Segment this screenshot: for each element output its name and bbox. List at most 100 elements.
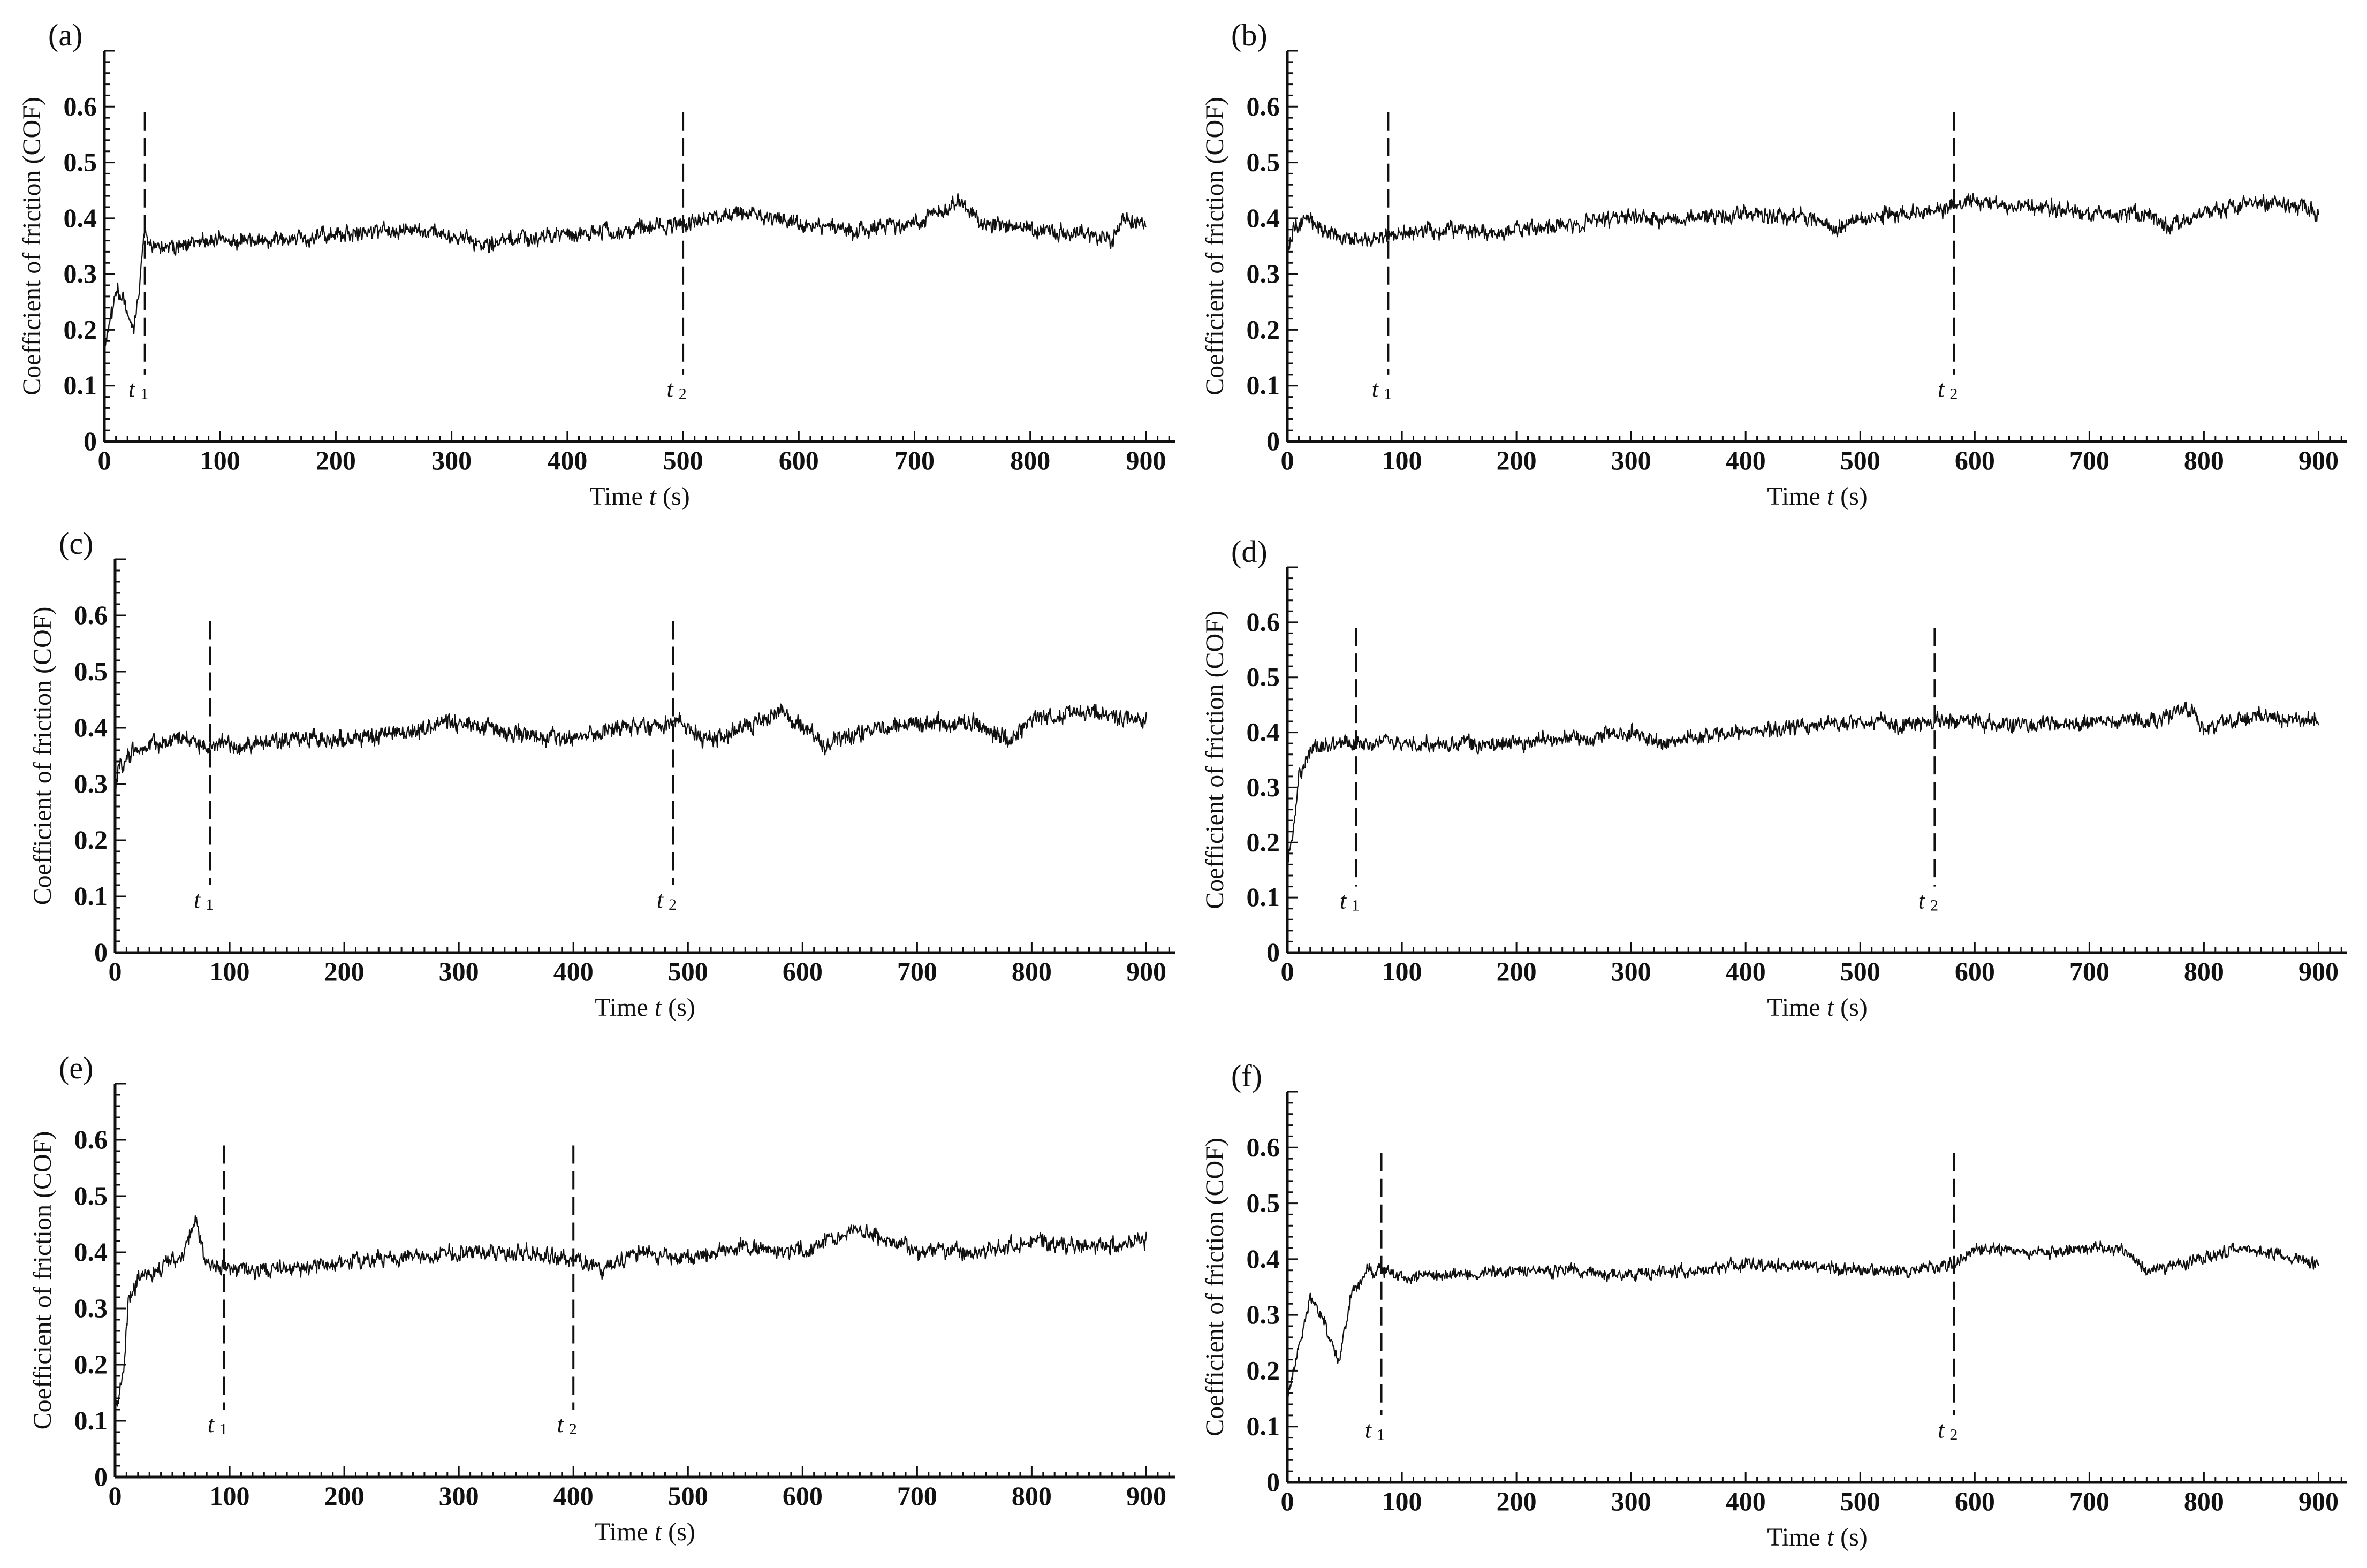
x-axis-title-unit: (s) xyxy=(1834,993,1868,1022)
chart-panel-c: (c) 0 100 200 300 400 500 600 700 800 900 0 0.1 0.2 0.… xyxy=(28,526,1175,1022)
x-tick-label: 900 xyxy=(1126,956,1166,986)
y-axis-title: Coefficient of friction (COF) xyxy=(28,1131,57,1430)
panel-label: (a) xyxy=(48,18,82,52)
marker-label-name: t xyxy=(1372,376,1379,402)
x-tick-label: 100 xyxy=(1382,956,1422,986)
y-tick-label: 0.2 xyxy=(1247,1355,1280,1385)
x-axis-title-prefix: Time xyxy=(595,1518,655,1546)
chart-panel-b: (b) 0 100 200 300 400 500 600 700 800 900 0 0.1 0.2 0.… xyxy=(1201,18,2347,511)
marker-label-name: t xyxy=(1938,1417,1945,1443)
x-axis-title-prefix: Time xyxy=(1767,993,1827,1022)
x-tick-label: 100 xyxy=(200,445,240,475)
x-tick-label: 400 xyxy=(553,956,594,986)
x-axis-ticks xyxy=(114,1466,1170,1477)
y-tick-label: 0.5 xyxy=(1247,1188,1280,1218)
marker-label-name: t xyxy=(557,1411,565,1437)
y-axis-ticks xyxy=(1287,566,1298,954)
y-axis-ticks xyxy=(104,50,115,443)
marker-label-sub: 1 xyxy=(206,896,214,914)
x-axis-title: Time t (s) xyxy=(1767,993,1868,1022)
y-tick-label: 0.1 xyxy=(1247,882,1280,912)
x-tick-label: 500 xyxy=(663,445,703,475)
x-axis-title-prefix: Time xyxy=(589,482,649,511)
x-axis-title-prefix: Time xyxy=(1767,482,1827,511)
x-tick-label: 800 xyxy=(1012,956,1052,986)
x-axis-ticks xyxy=(114,942,1170,953)
y-tick-label: 0.4 xyxy=(64,203,97,233)
y-tick-label: 0.6 xyxy=(74,600,108,630)
marker-label-name: t xyxy=(194,887,201,913)
x-tick-label: 100 xyxy=(1382,445,1422,475)
y-axis-title: Coefficient of friction (COF) xyxy=(1201,611,1229,909)
x-axis-ticks xyxy=(1286,431,2342,442)
y-tick-label: 0.6 xyxy=(1247,1132,1280,1162)
x-axis-title-prefix: Time xyxy=(1767,1523,1827,1551)
y-tick-label: 0.1 xyxy=(64,370,97,400)
x-axis-ticks xyxy=(1286,1472,2342,1482)
y-tick-label: 0.2 xyxy=(64,314,97,344)
x-axis-title-unit: (s) xyxy=(1834,482,1868,511)
y-tick-label: 0.5 xyxy=(74,656,108,686)
x-tick-label: 700 xyxy=(2069,1486,2110,1516)
marker-label-name: t xyxy=(208,1411,215,1437)
y-tick-label: 0.2 xyxy=(74,825,108,855)
y-tick-label: 0.1 xyxy=(74,881,108,911)
y-tick-label: 0.6 xyxy=(1247,91,1280,121)
x-tick-label: 600 xyxy=(1955,956,1995,986)
y-tick-label: 0.3 xyxy=(74,1293,108,1323)
x-tick-label: 800 xyxy=(1010,445,1050,475)
x-tick-label: 300 xyxy=(1611,956,1651,986)
x-tick-label: 800 xyxy=(2184,445,2224,475)
x-axis-title-unit: (s) xyxy=(656,482,690,511)
x-tick-label: 500 xyxy=(668,956,708,986)
y-tick-label: 0.4 xyxy=(74,1237,108,1267)
x-tick-label: 600 xyxy=(783,956,823,986)
y-tick-label: 0.5 xyxy=(74,1181,108,1211)
x-tick-label: 400 xyxy=(1726,956,1766,986)
x-tick-label: 800 xyxy=(1012,1481,1052,1511)
x-tick-label: 600 xyxy=(783,1481,823,1511)
marker-label-sub: 2 xyxy=(1949,1426,1958,1444)
y-axis-title: Coefficient of friction (COF) xyxy=(1201,1138,1229,1436)
y-tick-label: 0.1 xyxy=(1247,1411,1280,1441)
x-tick-label: 100 xyxy=(1382,1486,1422,1516)
chart-panel-d: (d) 0 100 200 300 400 500 600 700 800 900 0 0.1 0.2 0.… xyxy=(1201,534,2347,1022)
y-tick-label: 0.4 xyxy=(1247,717,1280,747)
x-axis-title-var: t xyxy=(655,993,663,1022)
x-tick-label: 400 xyxy=(1726,1486,1766,1516)
panel-label: (d) xyxy=(1231,534,1268,569)
x-axis-title-var: t xyxy=(1827,482,1835,511)
marker-label-name: t xyxy=(666,376,674,402)
x-tick-label: 300 xyxy=(439,956,479,986)
marker-label-sub: 2 xyxy=(679,385,687,403)
y-tick-label: 0 xyxy=(1266,1467,1280,1497)
x-tick-label: 900 xyxy=(1126,1481,1166,1511)
x-tick-label: 400 xyxy=(553,1481,594,1511)
x-axis-title-var: t xyxy=(655,1518,663,1546)
y-tick-label: 0.3 xyxy=(1247,1299,1280,1329)
x-tick-label: 0 xyxy=(1281,1486,1294,1516)
x-axis-title: Time t (s) xyxy=(595,993,695,1022)
marker-label-sub: 1 xyxy=(1384,385,1392,403)
x-tick-label: 600 xyxy=(1955,1486,1995,1516)
y-tick-label: 0.5 xyxy=(64,147,97,177)
x-tick-label: 800 xyxy=(2184,1486,2224,1516)
marker-label-sub: 1 xyxy=(1377,1426,1385,1444)
panel-label: (f) xyxy=(1231,1059,1262,1093)
y-tick-label: 0 xyxy=(94,937,108,967)
x-tick-label: 200 xyxy=(1497,445,1537,475)
x-tick-label: 300 xyxy=(1611,1486,1651,1516)
y-tick-label: 0 xyxy=(94,1462,108,1491)
marker-label-sub: 2 xyxy=(1949,385,1958,403)
y-tick-label: 0.1 xyxy=(74,1405,108,1435)
y-axis-ticks xyxy=(115,1083,126,1478)
y-tick-label: 0.2 xyxy=(1247,314,1280,344)
x-tick-label: 100 xyxy=(210,1481,250,1511)
y-tick-label: 0.4 xyxy=(74,712,108,742)
y-axis-ticks xyxy=(115,558,126,954)
marker-label-name: t xyxy=(1938,376,1945,402)
x-tick-label: 600 xyxy=(779,445,819,475)
